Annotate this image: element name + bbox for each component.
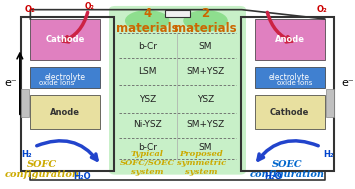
- FancyBboxPatch shape: [109, 6, 246, 175]
- Text: b-Cr: b-Cr: [138, 42, 157, 51]
- Text: O₂: O₂: [85, 2, 95, 11]
- Text: H₂: H₂: [323, 150, 334, 159]
- Bar: [255, 67, 324, 88]
- Text: electrolyte: electrolyte: [269, 73, 310, 82]
- Bar: [165, 10, 190, 17]
- Text: Cathode: Cathode: [46, 35, 85, 44]
- Bar: [21, 89, 29, 117]
- Text: H₂O: H₂O: [264, 172, 282, 181]
- Text: H₂O: H₂O: [73, 172, 91, 181]
- Text: Typical
SOFC/SOEC
system: Typical SOFC/SOEC system: [120, 150, 175, 177]
- Text: YSZ: YSZ: [197, 95, 214, 104]
- Text: H₂: H₂: [21, 150, 32, 159]
- Text: electrolyte: electrolyte: [45, 73, 86, 82]
- Text: 2
materials: 2 materials: [174, 7, 237, 35]
- Text: SOEC
configuration: SOEC configuration: [250, 160, 325, 179]
- Text: e⁻: e⁻: [342, 78, 354, 88]
- Bar: [255, 95, 324, 129]
- Bar: [31, 19, 100, 60]
- Text: Ni-YSZ: Ni-YSZ: [133, 120, 162, 129]
- Text: YSZ: YSZ: [138, 95, 156, 104]
- Text: O₂: O₂: [316, 5, 327, 14]
- Text: SOFC
configuration: SOFC configuration: [5, 160, 80, 179]
- Text: SM: SM: [199, 42, 212, 51]
- Text: oxide ions: oxide ions: [39, 80, 74, 86]
- Bar: [326, 89, 334, 117]
- Text: SM: SM: [199, 143, 212, 152]
- Text: LSM: LSM: [138, 67, 157, 76]
- Text: 4
materials: 4 materials: [116, 7, 179, 35]
- Text: Cathode: Cathode: [270, 108, 309, 117]
- Text: e⁻: e⁻: [4, 78, 17, 88]
- Bar: [31, 95, 100, 129]
- Ellipse shape: [125, 10, 170, 31]
- Text: Anode: Anode: [275, 35, 305, 44]
- Ellipse shape: [183, 10, 228, 31]
- Text: O₂: O₂: [24, 5, 36, 14]
- Text: Anode: Anode: [50, 108, 80, 117]
- Text: b-Cr: b-Cr: [138, 143, 157, 152]
- Bar: [31, 67, 100, 88]
- Bar: [255, 19, 324, 60]
- Text: oxide ions: oxide ions: [278, 80, 313, 86]
- Text: SM+YSZ: SM+YSZ: [186, 120, 225, 129]
- Text: SM+YSZ: SM+YSZ: [186, 67, 225, 76]
- Text: Proposed
symmetric
system: Proposed symmetric system: [177, 150, 226, 177]
